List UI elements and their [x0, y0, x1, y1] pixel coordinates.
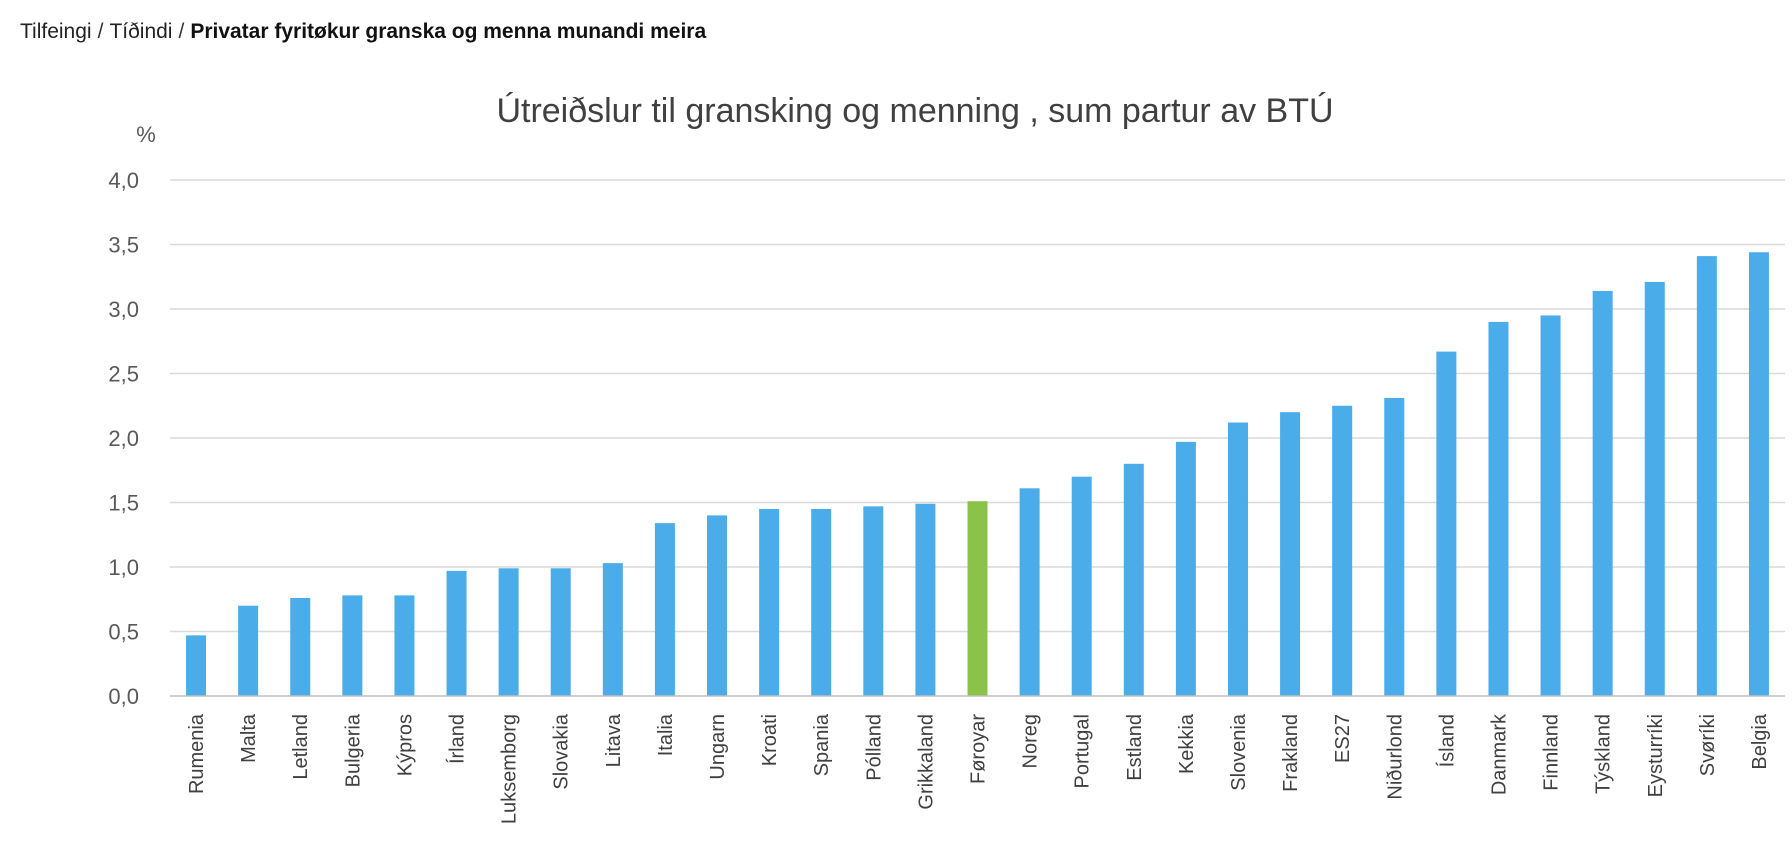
bar-rumenia: [186, 635, 207, 696]
bars: [186, 252, 1769, 697]
x-tick-label: Pólland: [863, 714, 885, 781]
x-tick-label: Litava: [603, 713, 625, 767]
bar-spania: [811, 508, 832, 696]
bar-es27: [1332, 405, 1353, 696]
bar-ungarn: [707, 515, 728, 696]
breadcrumb-item-tidindi[interactable]: Tíðindi: [109, 20, 173, 43]
x-tick-label: Bulgeria: [342, 713, 364, 787]
bar-litava: [602, 563, 623, 696]
breadcrumb-separator: /: [178, 20, 185, 43]
breadcrumb-item-tilfeingi[interactable]: Tilfeingi: [20, 20, 92, 43]
x-tick-label: ES27: [1332, 714, 1354, 763]
y-tick-label: 2,0: [108, 426, 139, 451]
x-tick-label: Frakland: [1280, 714, 1302, 792]
bar-týskland: [1592, 290, 1613, 696]
bar-slovakia: [550, 568, 571, 696]
x-tick-label: Kroati: [759, 714, 781, 766]
x-tick-label: Ísland: [1435, 714, 1458, 767]
x-axis-ticks: Rumenia Malta Letland Bulgeria Kýpros Írland L…: [186, 713, 1771, 824]
x-tick-label: Italia: [655, 713, 677, 756]
y-tick-label: 1,5: [108, 491, 139, 516]
x-tick-label: Grikkaland: [915, 714, 937, 810]
chart-title: Útreiðslur til gransking og menning , su…: [496, 92, 1333, 130]
x-tick-label: Danmark: [1488, 713, 1510, 795]
x-tick-label: Luksemborg: [499, 714, 521, 824]
x-tick-label: Eysturríki: [1645, 714, 1667, 797]
x-tick-label: Slovenia: [1228, 713, 1250, 791]
x-tick-label: Føroyar: [968, 714, 990, 784]
bar-danmark: [1488, 321, 1509, 696]
bar-føroyar: [967, 501, 988, 696]
breadcrumb-separator: /: [97, 20, 104, 43]
y-axis-label: %: [136, 122, 156, 147]
bar-italia: [654, 523, 675, 696]
x-tick-label: Rumenia: [186, 713, 208, 794]
x-tick-label: Estland: [1124, 714, 1146, 781]
y-tick-label: 4,0: [108, 168, 139, 193]
x-tick-label: Ungarn: [707, 714, 729, 780]
y-tick-label: 1,0: [108, 555, 139, 580]
bar-finnland: [1540, 315, 1561, 696]
bar-niðurlond: [1384, 398, 1405, 696]
bar-malta: [238, 605, 259, 696]
bar-estland: [1123, 463, 1144, 696]
y-tick-label: 0,5: [108, 620, 139, 645]
bar-portugal: [1071, 476, 1092, 696]
breadcrumb: Tilfeingi / Tíðindi / Privatar fyritøkur gra…: [20, 20, 706, 44]
bar-svøríki: [1696, 256, 1717, 696]
x-tick-label: Noreg: [1020, 714, 1042, 768]
bar-noreg: [1019, 488, 1040, 696]
x-tick-label: Portugal: [1072, 714, 1094, 789]
y-tick-label: 0,0: [108, 684, 139, 709]
x-tick-label: Týskland: [1593, 714, 1615, 794]
y-tick-label: 3,5: [108, 233, 139, 258]
bar-írland: [446, 570, 467, 696]
x-tick-label: Kýpros: [394, 714, 416, 776]
y-tick-label: 2,5: [108, 362, 139, 387]
x-tick-label: Slovakia: [551, 713, 573, 789]
bar-pólland: [863, 506, 884, 696]
breadcrumb-current: Privatar fyritøkur granska og menna muna…: [190, 20, 707, 43]
bar-frakland: [1280, 412, 1301, 696]
x-tick-label: Letland: [290, 714, 312, 780]
bar-grikkaland: [915, 503, 936, 696]
x-tick-label: Írland: [446, 714, 469, 764]
bar-kekkia: [1175, 441, 1196, 696]
x-tick-label: Belgia: [1749, 713, 1771, 769]
y-axis-ticks: 0,0 0,5 1,0 1,5 2,0 2,5 3,0 3,5 4,0: [108, 168, 139, 709]
bar-luksemborg: [498, 568, 519, 696]
bar-slovenia: [1227, 422, 1248, 696]
x-tick-label: Niðurlond: [1384, 714, 1406, 800]
y-tick-label: 3,0: [108, 297, 139, 322]
x-tick-label: Svøríki: [1697, 714, 1719, 776]
bar-letland: [290, 597, 311, 696]
bar-eysturríki: [1644, 281, 1665, 696]
bar-bulgeria: [342, 595, 363, 696]
x-tick-label: Malta: [238, 713, 260, 763]
x-tick-label: Spania: [811, 713, 833, 776]
bar-ísland: [1436, 351, 1457, 696]
bar-kroati: [759, 508, 780, 696]
x-tick-label: Finnland: [1541, 714, 1563, 791]
bar-kýpros: [394, 595, 415, 696]
x-tick-label: Kekkia: [1176, 713, 1198, 774]
bar-belgia: [1748, 252, 1769, 697]
